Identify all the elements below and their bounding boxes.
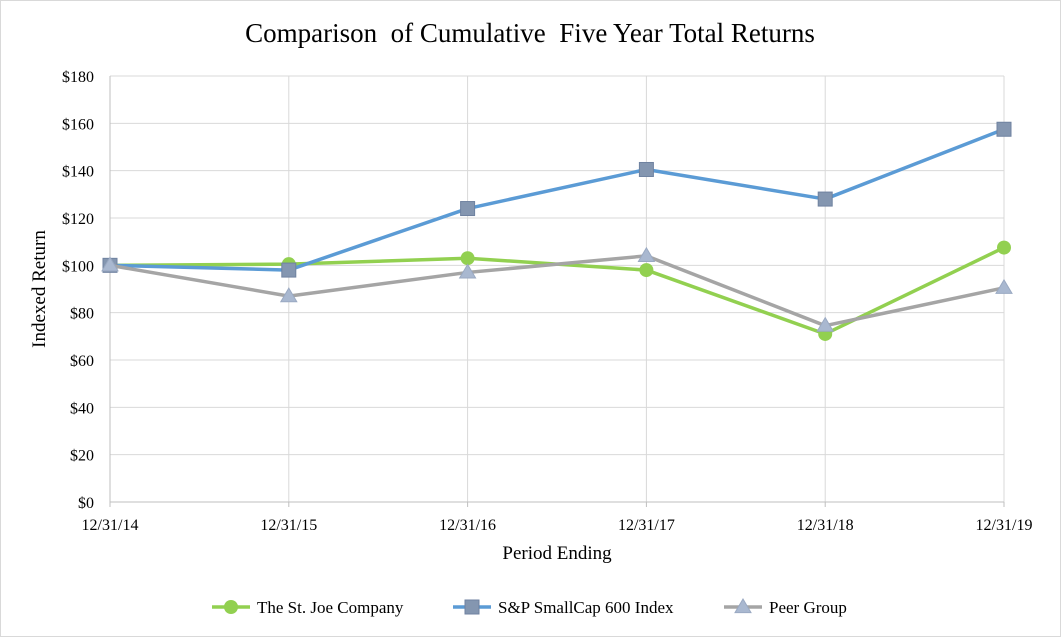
y-axis: $0 $20 $40 $60 $80 $100 $120 $140 $160 $180 [62, 69, 111, 512]
legend-label: Peer Group [769, 598, 847, 617]
data-point-peer-group [816, 316, 835, 332]
legend-marker [464, 599, 480, 615]
y-tick-label: $140 [62, 164, 94, 181]
y-tick-label: $40 [70, 400, 94, 417]
data-point-the-st-joe-company [460, 251, 475, 266]
data-point-the-st-joe-company [997, 240, 1011, 255]
x-axis: 12/31/14 12/31/15 12/31/16 12/31/17 12/31/18… [82, 501, 1033, 534]
data-point-peer-group [637, 246, 656, 262]
legend-item-the-st-joe-company: The St. Joe Company [212, 598, 404, 617]
data-point-s-p-smallcap-600-index [817, 191, 833, 207]
data-point-s-p-smallcap-600-index [281, 262, 297, 278]
legend-label: The St. Joe Company [257, 598, 404, 617]
legend-item-peer-group: Peer Group [724, 598, 847, 617]
legend-label: S&P SmallCap 600 Index [498, 598, 674, 617]
y-tick-label: $120 [62, 211, 94, 228]
series-peer-group [101, 246, 1013, 332]
y-tick-label: $160 [62, 116, 94, 133]
y-axis-title: Indexed Return [29, 230, 50, 348]
y-tick-label: $100 [62, 258, 94, 275]
series-the-st-joe-company [103, 240, 1011, 341]
legend-marker [734, 598, 752, 614]
legend-item-s-p-smallcap-600-index: S&P SmallCap 600 Index [453, 598, 674, 617]
series-layer [101, 121, 1013, 341]
series-line-peer-group [109, 254, 1005, 328]
x-tick-label: 12/31/14 [82, 517, 139, 534]
x-tick-label: 12/31/15 [260, 517, 317, 534]
legend: The St. Joe Company S&P SmallCap 600 Inde… [212, 598, 847, 617]
x-axis-title: Period Ending [502, 543, 612, 564]
data-point-s-p-smallcap-600-index [638, 161, 654, 177]
chart-title: Comparison of Cumulative Five Year Total… [245, 18, 815, 48]
data-point-s-p-smallcap-600-index [996, 121, 1012, 137]
y-tick-label: $60 [70, 353, 94, 370]
y-tick-label: $0 [78, 495, 94, 512]
series-line-the-st-joe-company [109, 246, 1005, 336]
data-point-peer-group [279, 287, 298, 303]
x-tick-label: 12/31/18 [797, 517, 854, 534]
data-point-peer-group [458, 263, 477, 279]
x-tick-label: 12/31/17 [618, 517, 675, 534]
x-tick-label: 12/31/16 [439, 517, 496, 534]
series-s-p-smallcap-600-index [102, 121, 1012, 278]
legend-marker [224, 600, 238, 614]
y-tick-label: $180 [62, 69, 94, 86]
data-point-peer-group [995, 278, 1013, 294]
series-line-s-p-smallcap-600-index [109, 127, 1005, 272]
data-point-peer-group [101, 256, 119, 272]
y-tick-label: $20 [70, 448, 94, 465]
x-tick-label: 12/31/19 [976, 517, 1033, 534]
y-tick-label: $80 [70, 306, 94, 323]
data-point-s-p-smallcap-600-index [460, 201, 476, 217]
data-point-the-st-joe-company [639, 263, 654, 278]
